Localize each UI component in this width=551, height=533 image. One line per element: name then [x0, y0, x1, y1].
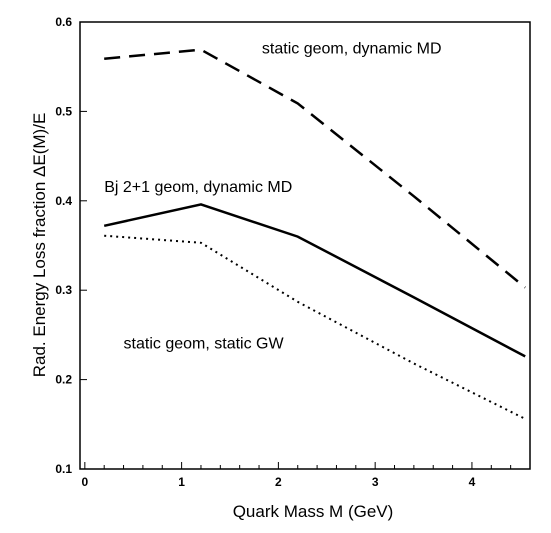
series-line-dashed	[104, 48, 526, 289]
y-axis-ticks: 0.1 0.2 0.3 0.4 0.5 0.6	[55, 15, 87, 476]
series-line-dotted	[104, 234, 526, 420]
annotation-dashed: static geom, dynamic MD	[262, 40, 442, 57]
x-axis-ticks: 0 1 2 3 4	[81, 462, 512, 489]
series-lines	[103, 48, 526, 420]
y-tick-label: 0.3	[55, 283, 72, 297]
plot-frame	[79, 21, 531, 470]
series-line-solid	[103, 203, 526, 358]
x-axis-label: Quark Mass M (GeV)	[233, 502, 394, 521]
y-tick-label: 0.6	[55, 15, 72, 29]
x-tick-label: 2	[275, 475, 282, 489]
y-tick-label: 0.1	[55, 462, 72, 476]
y-tick-label: 0.5	[55, 104, 72, 118]
x-tick-label: 1	[178, 475, 185, 489]
x-tick-label: 3	[372, 475, 379, 489]
annotation-solid: Bj 2+1 geom, dynamic MD	[104, 179, 292, 196]
y-tick-label: 0.2	[55, 373, 72, 387]
y-tick-label: 0.4	[55, 194, 72, 208]
y-axis-label: Rad. Energy Loss fraction ΔE(M)/E	[30, 113, 49, 378]
annotations: static geom, dynamic MD Bj 2+1 geom, dyna…	[104, 40, 441, 352]
x-tick-label: 4	[469, 475, 476, 489]
annotation-dotted: static geom, static GW	[124, 335, 285, 352]
x-tick-label: 0	[81, 475, 88, 489]
